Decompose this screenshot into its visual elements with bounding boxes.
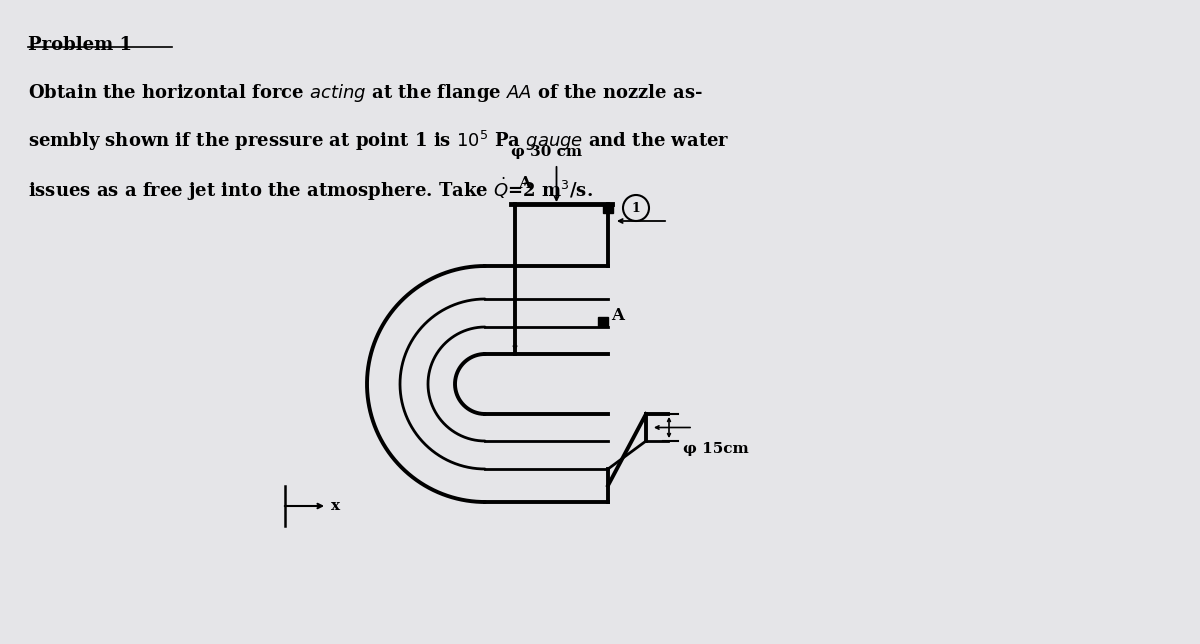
FancyBboxPatch shape: [602, 204, 613, 213]
Text: Problem 1: Problem 1: [28, 36, 132, 54]
Text: A: A: [611, 307, 624, 324]
Text: φ 30 cm: φ 30 cm: [511, 145, 583, 159]
Text: φ 15cm: φ 15cm: [683, 442, 749, 457]
Text: issues as a free jet into the atmosphere. Take $\dot{Q}$=2 m$^3$/s.: issues as a free jet into the atmosphere…: [28, 176, 593, 204]
Text: x: x: [331, 499, 340, 513]
Text: sembly shown if the pressure at point 1 is $10^5$ Pa $\it{gauge}$ and the water: sembly shown if the pressure at point 1 …: [28, 129, 730, 153]
Text: 1: 1: [631, 202, 641, 214]
Text: A: A: [518, 175, 530, 192]
Text: Obtain the horizontal force $\it{acting}$ at the flange $AA$ of the nozzle as-: Obtain the horizontal force $\it{acting}…: [28, 82, 703, 104]
FancyBboxPatch shape: [598, 317, 608, 326]
